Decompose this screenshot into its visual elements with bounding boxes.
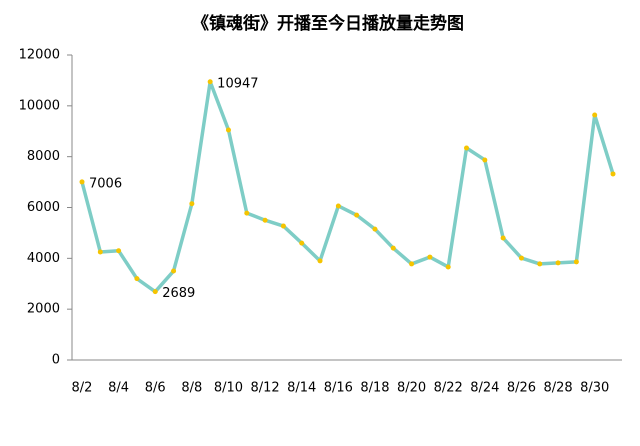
point-marker xyxy=(152,289,158,295)
point-marker xyxy=(482,157,488,163)
data-label: 7006 xyxy=(89,176,122,191)
point-marker xyxy=(610,171,616,177)
x-tick-label: 8/4 xyxy=(108,381,129,396)
x-tick-label: 8/6 xyxy=(145,381,166,396)
x-tick-label: 8/8 xyxy=(181,381,202,396)
point-marker xyxy=(299,240,305,246)
point-marker xyxy=(79,179,85,185)
point-marker xyxy=(317,258,323,264)
point-marker xyxy=(116,248,122,254)
x-tick-label: 8/10 xyxy=(214,381,243,396)
point-marker xyxy=(518,255,524,261)
y-tick-label: 2000 xyxy=(27,302,60,317)
data-label: 2689 xyxy=(162,286,195,301)
point-marker xyxy=(573,259,579,265)
y-tick-label: 6000 xyxy=(27,200,60,215)
point-marker xyxy=(207,79,213,85)
point-marker xyxy=(171,268,177,274)
y-tick-label: 0 xyxy=(52,353,60,368)
point-marker xyxy=(97,249,103,255)
point-marker xyxy=(592,112,598,118)
x-tick-label: 8/16 xyxy=(324,381,353,396)
point-marker xyxy=(427,254,433,260)
y-tick-label: 10000 xyxy=(19,98,60,113)
point-marker xyxy=(500,235,506,241)
x-tick-label: 8/22 xyxy=(434,381,463,396)
data-label: 10947 xyxy=(217,76,258,91)
x-tick-label: 8/12 xyxy=(251,381,280,396)
point-marker xyxy=(225,127,231,133)
chart-title: 《镇魂街》开播至今日播放量走势图 xyxy=(192,13,464,34)
x-tick-label: 8/2 xyxy=(72,381,93,396)
point-marker xyxy=(335,203,341,209)
point-marker xyxy=(262,217,268,223)
point-marker xyxy=(372,226,378,232)
point-marker xyxy=(464,145,470,151)
x-tick-label: 8/30 xyxy=(580,381,609,396)
point-marker xyxy=(537,261,543,267)
x-tick-label: 8/18 xyxy=(360,381,389,396)
point-marker xyxy=(354,212,360,218)
x-tick-label: 8/24 xyxy=(470,381,499,396)
y-tick-label: 12000 xyxy=(19,48,60,63)
y-tick-label: 8000 xyxy=(27,149,60,164)
point-marker xyxy=(445,264,451,270)
point-marker xyxy=(280,223,286,229)
x-tick-label: 8/26 xyxy=(507,381,536,396)
point-marker xyxy=(244,210,250,216)
series-line xyxy=(80,80,615,294)
y-tick-label: 4000 xyxy=(27,251,60,266)
point-marker xyxy=(189,201,195,207)
point-marker xyxy=(134,276,140,282)
x-tick-label: 8/20 xyxy=(397,381,426,396)
point-marker xyxy=(409,261,415,267)
point-marker xyxy=(555,260,561,266)
x-tick-label: 8/28 xyxy=(543,381,572,396)
point-marker xyxy=(390,245,396,251)
x-tick-label: 8/14 xyxy=(287,381,316,396)
